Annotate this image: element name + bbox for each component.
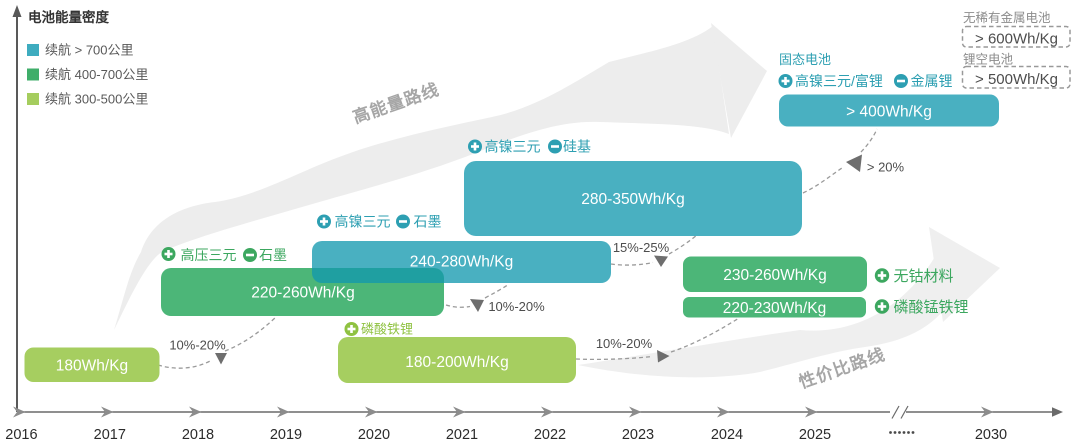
svg-text:2017: 2017 [94, 427, 126, 443]
svg-text:续航 400-700公里: 续航 400-700公里 [45, 67, 148, 82]
svg-text:石墨: 石墨 [414, 214, 442, 230]
svg-text:> 600Wh/Kg: > 600Wh/Kg [975, 31, 1058, 48]
svg-text:10%-20%: 10%-20% [596, 336, 653, 351]
svg-text:固态电池: 固态电池 [779, 52, 831, 67]
svg-text:220-260Wh/Kg: 220-260Wh/Kg [251, 285, 354, 302]
svg-text:高能量路线: 高能量路线 [350, 79, 442, 127]
svg-text:220-230Wh/Kg: 220-230Wh/Kg [723, 300, 826, 317]
svg-text:无稀有金属电池: 无稀有金属电池 [963, 10, 1051, 25]
svg-text:高镍三元: 高镍三元 [335, 214, 391, 230]
svg-text:280-350Wh/Kg: 280-350Wh/Kg [581, 191, 684, 208]
svg-text:240-280Wh/Kg: 240-280Wh/Kg [410, 254, 513, 271]
svg-text:磷酸铁锂: 磷酸铁锂 [361, 322, 413, 337]
svg-text:电池能量密度: 电池能量密度 [28, 9, 109, 25]
svg-text:2024: 2024 [711, 427, 743, 443]
svg-text:无钴材料: 无钴材料 [894, 268, 954, 285]
svg-text:2018: 2018 [182, 427, 214, 443]
svg-text:高镍三元: 高镍三元 [485, 139, 541, 155]
svg-text:2030: 2030 [975, 427, 1007, 443]
svg-text:15%-25%: 15%-25% [613, 240, 670, 255]
svg-text:2019: 2019 [270, 427, 302, 443]
svg-text:> 20%: > 20% [867, 160, 905, 175]
svg-text:> 400Wh/Kg: > 400Wh/Kg [846, 104, 932, 121]
svg-text:10%-20%: 10%-20% [169, 338, 226, 353]
svg-text:锂空电池: 锂空电池 [963, 52, 1014, 67]
svg-text:磷酸锰铁锂: 磷酸锰铁锂 [894, 299, 969, 316]
svg-text:硅基: 硅基 [563, 139, 591, 155]
svg-text:2023: 2023 [622, 427, 654, 443]
svg-text:续航 300-500公里: 续航 300-500公里 [45, 92, 148, 107]
svg-text:2020: 2020 [358, 427, 390, 443]
svg-text:金属锂: 金属锂 [911, 73, 953, 89]
svg-text:续航 > 700公里: 续航 > 700公里 [45, 43, 134, 58]
svg-text:180-200Wh/Kg: 180-200Wh/Kg [405, 354, 508, 371]
svg-text:180Wh/Kg: 180Wh/Kg [56, 358, 128, 375]
svg-text:2016: 2016 [5, 427, 37, 443]
svg-text:230-260Wh/Kg: 230-260Wh/Kg [723, 267, 826, 284]
svg-text:10%-20%: 10%-20% [488, 299, 545, 314]
svg-text:2021: 2021 [446, 427, 478, 443]
svg-text:2025: 2025 [799, 427, 831, 443]
svg-text:> 500Wh/Kg: > 500Wh/Kg [975, 71, 1058, 88]
svg-text:2022: 2022 [534, 427, 566, 443]
svg-text:石墨: 石墨 [259, 247, 287, 263]
svg-text:高压三元: 高压三元 [181, 247, 237, 263]
svg-text:高镍三元/富锂: 高镍三元/富锂 [795, 73, 883, 89]
